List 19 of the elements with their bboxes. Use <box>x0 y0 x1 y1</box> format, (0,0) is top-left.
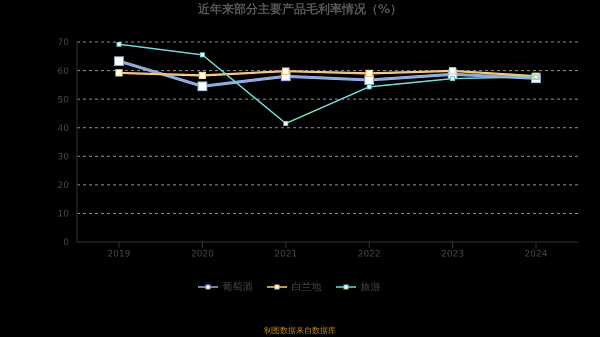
y-tick-label: 0 <box>63 238 70 248</box>
y-tick-label: 40 <box>58 124 70 134</box>
y-tick-label: 20 <box>58 181 70 192</box>
text: 制图数据来自数据库 <box>263 326 337 336</box>
y-tick-label: 50 <box>58 95 70 106</box>
legend-label: 葡萄酒 <box>222 280 252 294</box>
x-tick-label: 2024 <box>524 249 548 260</box>
y-tick-label: 10 <box>58 210 70 220</box>
y-tick-label: 30 <box>58 152 70 162</box>
y-tick-label: 70 <box>58 38 70 48</box>
legend-label: 旅游 <box>360 280 380 294</box>
x-tick-label: 2023 <box>441 249 464 260</box>
legend-label: 白兰地 <box>292 280 322 294</box>
x-tick-label: 2019 <box>108 249 131 260</box>
chart-title: 近年来部分主要产品毛利率情况（%） <box>196 1 404 18</box>
x-tick-label: 2020 <box>190 249 214 260</box>
y-tick-label: 60 <box>58 66 70 77</box>
x-tick-label: 2022 <box>358 249 381 260</box>
x-tick-label: 2021 <box>274 249 298 260</box>
